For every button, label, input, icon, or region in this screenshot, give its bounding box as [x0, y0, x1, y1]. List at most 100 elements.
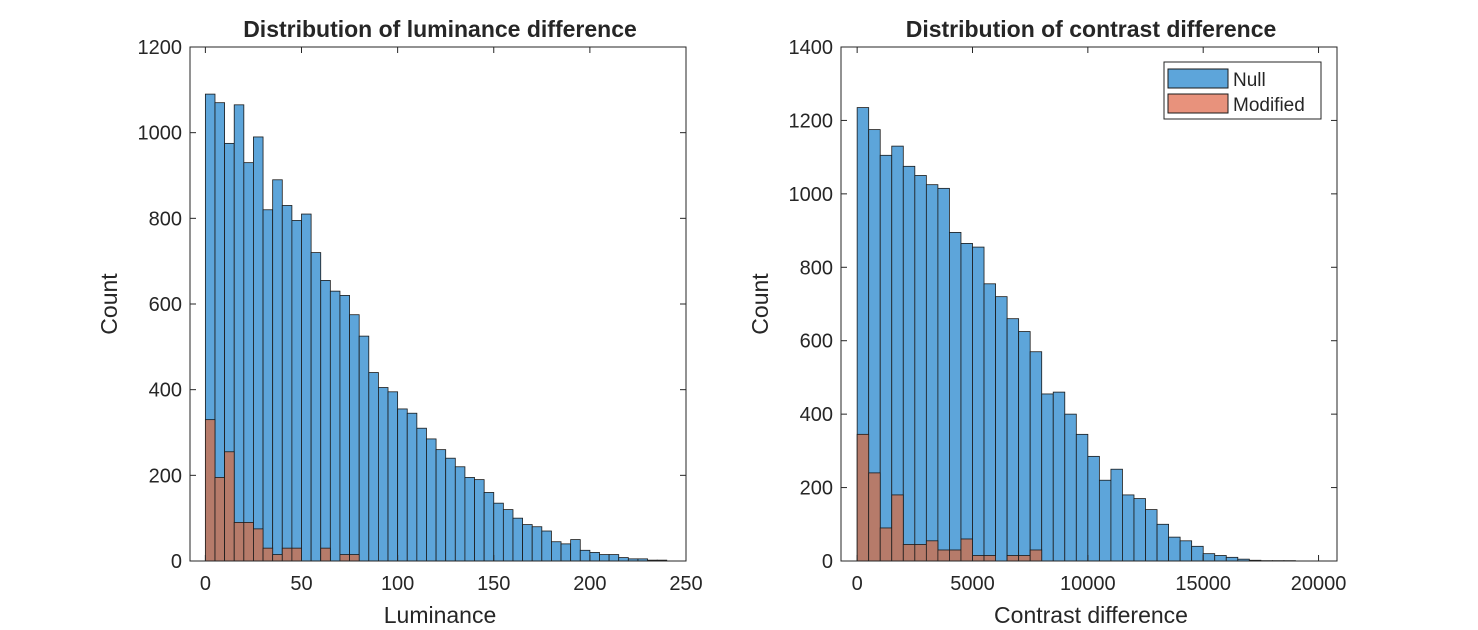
contrast-null-bar	[1087, 455, 1100, 562]
contrast-null-bar	[914, 175, 927, 562]
luminance-modified-bar	[281, 547, 293, 562]
contrast-y-ticks: 0 200 400 600 800 1000 1200 1400	[789, 37, 1337, 573]
luminance-null-bar	[310, 252, 322, 562]
luminance-null-bar	[358, 335, 370, 562]
contrast-x-tick-label: 15000	[1175, 573, 1231, 595]
luminance-null-bar	[243, 162, 254, 562]
luminance-null-bar	[253, 136, 264, 562]
contrast-null-bar	[1145, 509, 1158, 562]
legend: Null Modified	[1163, 61, 1322, 120]
luminance-null-bar	[435, 449, 447, 562]
contrast-axes-frame	[840, 46, 1338, 562]
contrast-null-bar	[1225, 556, 1239, 562]
luminance-x-ticks: 0 50 100 150 200 250	[200, 47, 703, 595]
luminance-histogram: Distribution of luminance difference 0 50…	[96, 16, 703, 628]
luminance-null-bar	[397, 408, 408, 562]
contrast-null-bar	[960, 243, 973, 562]
contrast-modified-bar	[1029, 549, 1043, 562]
luminance-y-tick-label: 1200	[138, 37, 183, 59]
contrast-y-tick-label: 0	[822, 551, 833, 573]
contrast-null-bar	[1168, 536, 1181, 562]
contrast-null-bar	[1133, 498, 1146, 562]
luminance-null-bar	[329, 290, 341, 562]
luminance-null-bar	[339, 295, 350, 562]
luminance-modified-bar	[262, 547, 274, 562]
contrast-null-bar	[1029, 351, 1043, 562]
luminance-modified-bar	[272, 554, 283, 562]
contrast-null-bar	[1018, 331, 1031, 562]
luminance-modified-bar	[320, 547, 331, 562]
luminance-null-bar	[608, 554, 620, 562]
contrast-null-bar	[1064, 413, 1077, 562]
contrast-histogram: Distribution of contrast difference 0 500…	[747, 16, 1346, 628]
luminance-y-tick-label: 600	[149, 294, 182, 316]
contrast-null-bar	[1156, 523, 1169, 562]
luminance-x-tick-label: 100	[381, 573, 414, 595]
luminance-y-tick-label: 200	[149, 465, 182, 487]
contrast-null-bar	[972, 246, 985, 562]
contrast-modified-bar	[1018, 555, 1031, 562]
luminance-y-tick-label: 800	[149, 208, 182, 230]
contrast-null-bar	[1041, 393, 1054, 562]
luminance-null-bar	[378, 387, 389, 562]
contrast-modified-bar	[983, 555, 996, 562]
luminance-x-tick-label: 200	[573, 573, 606, 595]
contrast-modified-bar	[868, 472, 881, 562]
contrast-null-bar	[902, 165, 916, 562]
contrast-null-bar	[1110, 468, 1123, 562]
contrast-null-bar	[879, 154, 893, 562]
luminance-null-bar	[502, 509, 514, 562]
contrast-x-axis-label: Contrast difference	[994, 602, 1188, 628]
contrast-null-bar	[949, 232, 962, 562]
contrast-modified-bar	[1006, 555, 1020, 562]
luminance-y-tick-label: 400	[149, 380, 182, 402]
contrast-modified-bar	[856, 433, 870, 562]
contrast-y-tick-label: 1200	[789, 110, 834, 132]
luminance-null-bar	[416, 427, 427, 562]
contrast-y-tick-label: 400	[800, 404, 833, 426]
contrast-x-tick-label: 5000	[950, 573, 995, 595]
luminance-null-bar	[233, 104, 245, 562]
contrast-modified-bar	[879, 527, 893, 562]
contrast-y-axis-label: Count	[747, 273, 773, 335]
contrast-modified-bar	[914, 544, 927, 562]
luminance-null-bar	[474, 479, 485, 562]
contrast-modified-bar	[902, 544, 916, 562]
luminance-null-bar	[426, 438, 437, 562]
luminance-null-bar	[483, 492, 495, 562]
contrast-null-bar	[1098, 479, 1112, 562]
contrast-modified-bar	[937, 549, 950, 562]
luminance-null-bar	[570, 539, 581, 562]
contrast-x-tick-label: 20000	[1291, 573, 1347, 595]
luminance-null-bar	[387, 391, 399, 562]
contrast-y-tick-label: 1400	[789, 37, 834, 59]
luminance-modified-bar	[339, 554, 350, 562]
contrast-chart-title: Distribution of contrast difference	[906, 16, 1277, 42]
contrast-null-bar	[925, 184, 939, 562]
contrast-modified-bar	[949, 549, 962, 562]
contrast-modified-bar	[960, 538, 973, 562]
luminance-null-bar	[579, 549, 591, 562]
legend-swatch-null	[1167, 68, 1229, 89]
contrast-modified-bar	[925, 540, 939, 562]
luminance-modified-bar	[214, 477, 226, 562]
luminance-null-bar	[599, 554, 610, 562]
contrast-null-bar	[1214, 555, 1227, 562]
luminance-null-bar	[512, 517, 523, 562]
luminance-null-bar	[272, 179, 283, 562]
luminance-null-bar	[464, 477, 475, 562]
luminance-y-tick-label: 0	[171, 551, 182, 573]
luminance-null-bar	[301, 213, 312, 562]
luminance-null-bar	[551, 541, 562, 562]
contrast-null-bar	[995, 296, 1008, 562]
luminance-x-tick-label: 50	[290, 573, 312, 595]
contrast-null-bar	[1122, 494, 1135, 562]
luminance-null-bar	[262, 209, 274, 562]
luminance-null-bar	[406, 412, 418, 562]
contrast-modified-bar	[891, 494, 904, 562]
luminance-null-bar	[589, 552, 600, 562]
luminance-null-bar	[454, 466, 466, 562]
luminance-null-bar	[320, 280, 331, 562]
luminance-x-tick-label: 150	[477, 573, 510, 595]
